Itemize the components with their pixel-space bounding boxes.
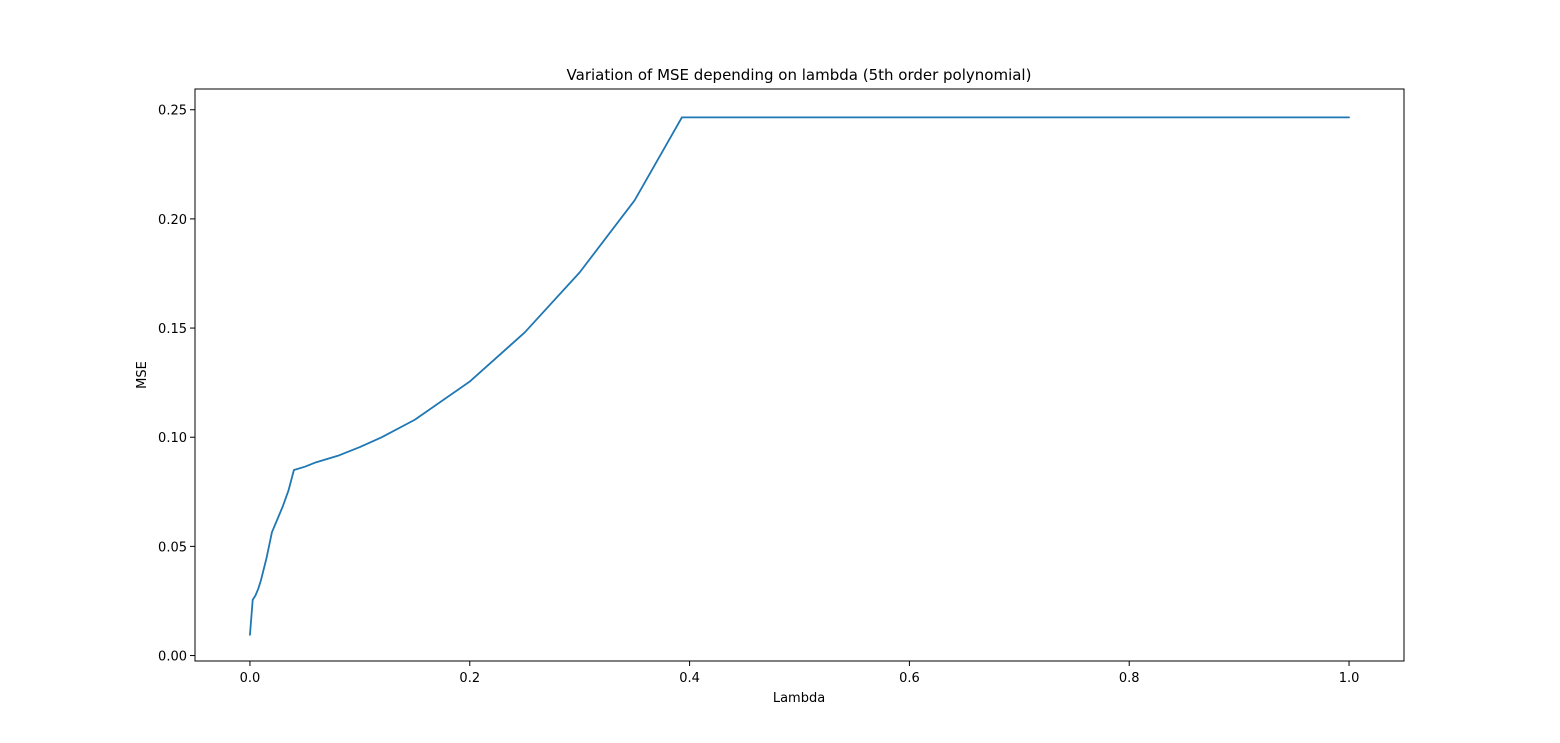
x-tick-label: 0.0 [240,671,261,686]
y-tick-label: 0.10 [158,431,187,446]
x-axis-label: Lambda [773,691,825,706]
y-axis: 0.00 0.05 0.10 0.15 0.20 0.25 [158,104,195,665]
y-tick-label: 0.00 [158,650,187,665]
x-tick-label: 0.2 [459,671,480,686]
y-tick-label: 0.20 [158,213,187,228]
x-tick-label: 0.8 [1119,671,1140,686]
y-tick-label: 0.25 [158,104,187,119]
y-axis-label: MSE [135,361,150,389]
axes-frame [194,88,1405,662]
x-tick-label: 0.6 [899,671,920,686]
x-tick-label: 0.4 [679,671,700,686]
y-tick-label: 0.05 [158,540,187,555]
plot-area [249,116,1350,636]
series-line [249,116,1350,636]
x-axis: 0.0 0.2 0.4 0.6 0.8 1.0 [240,661,1360,686]
y-tick-label: 0.15 [158,322,187,337]
chart-title: Variation of MSE depending on lambda (5t… [567,66,1032,84]
x-tick-label: 1.0 [1339,671,1360,686]
